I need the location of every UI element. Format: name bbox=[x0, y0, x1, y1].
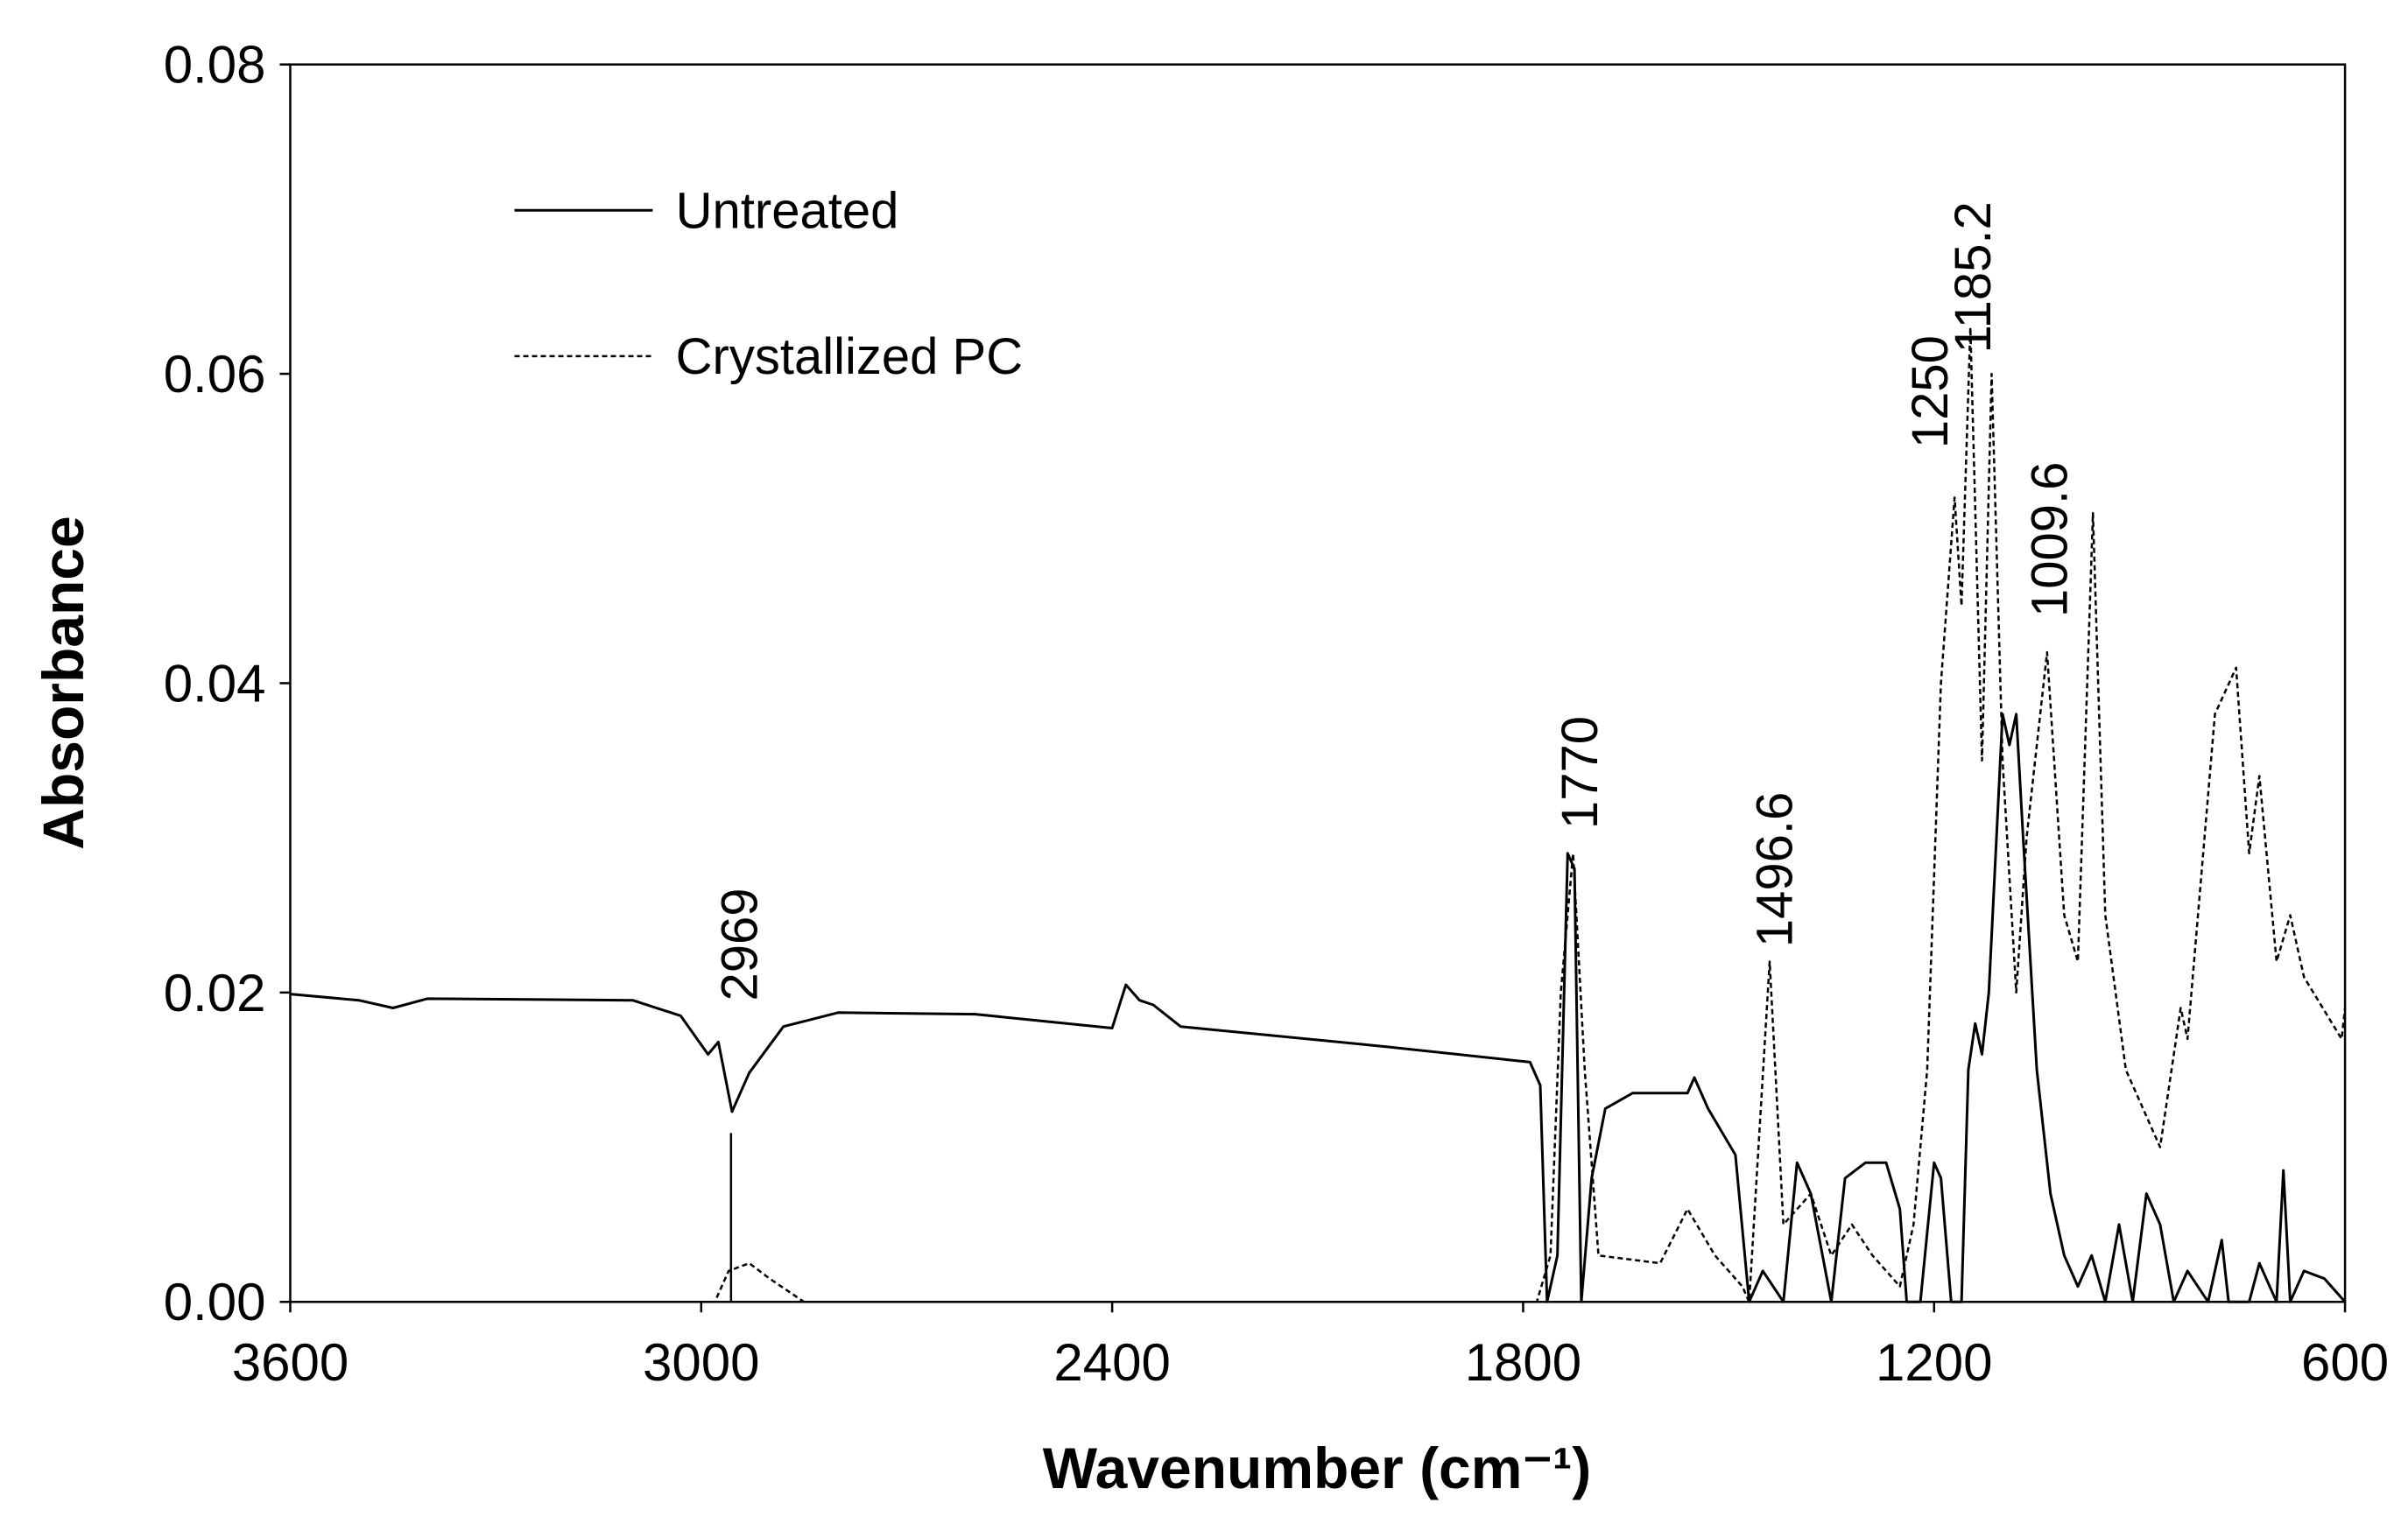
peak-label: 1496.6 bbox=[1747, 792, 1804, 947]
y-tick-label: 0.04 bbox=[164, 654, 266, 713]
y-tick-label: 0.02 bbox=[164, 964, 266, 1022]
peak-label: 1009.6 bbox=[2022, 462, 2079, 617]
x-tick-label: 3000 bbox=[643, 1333, 759, 1392]
x-axis-title: Wavenumber (cm⁻¹) bbox=[1043, 1436, 1591, 1500]
peak-label: 1185.2 bbox=[1945, 201, 2002, 353]
x-tick-label: 1200 bbox=[1876, 1333, 1992, 1392]
peak-label: 1250 bbox=[1902, 335, 1959, 448]
series-line bbox=[290, 326, 2347, 1303]
x-tick-label: 3600 bbox=[232, 1333, 349, 1392]
peak-label: 2969 bbox=[712, 888, 769, 1001]
y-tick-label: 0.06 bbox=[164, 345, 266, 404]
series-line bbox=[290, 713, 2347, 1303]
y-tick-label: 0.08 bbox=[164, 36, 266, 95]
y-axis-title: Absorbance bbox=[31, 516, 95, 849]
legend-label: Untreated bbox=[676, 182, 899, 239]
x-tick-label: 2400 bbox=[1053, 1333, 1170, 1392]
legend-label: Crystallized PC bbox=[676, 328, 1023, 385]
peak-label: 1770 bbox=[1552, 716, 1609, 829]
y-tick-label: 0.00 bbox=[164, 1273, 266, 1331]
x-tick-label: 600 bbox=[2301, 1333, 2389, 1392]
x-tick-label: 1800 bbox=[1465, 1333, 1581, 1392]
